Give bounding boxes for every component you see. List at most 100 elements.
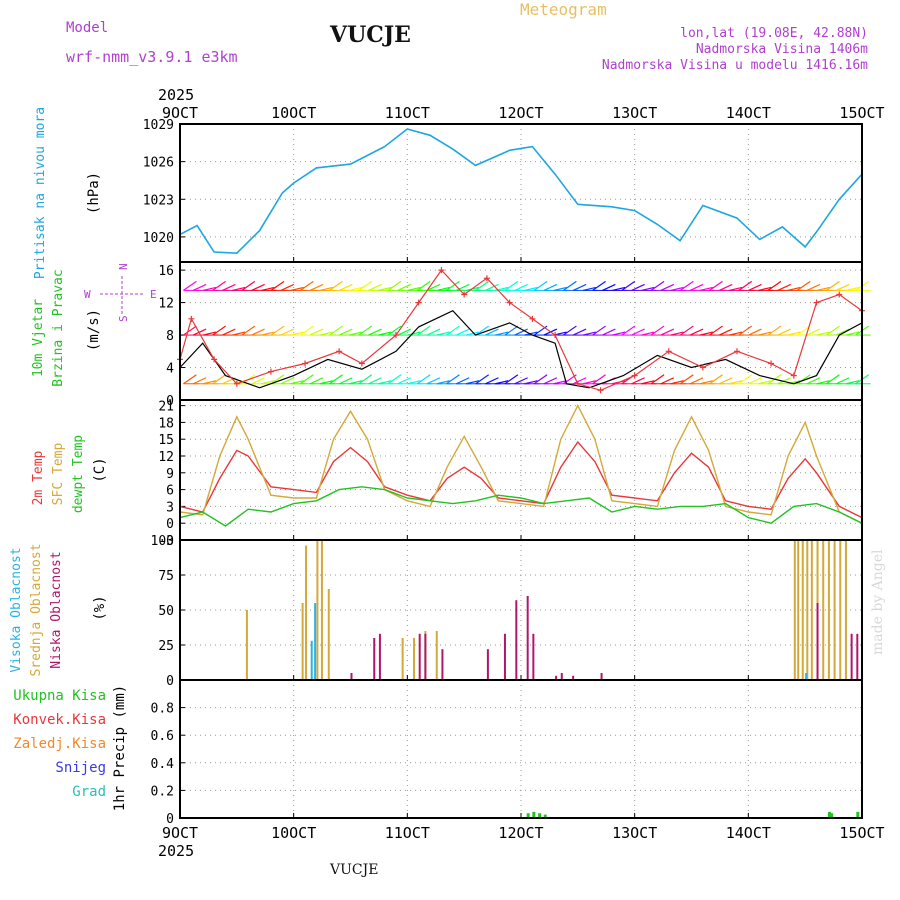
wind-barb xyxy=(309,377,324,385)
wind-gust-marker xyxy=(836,291,843,298)
wind-barb xyxy=(572,377,587,385)
wind-barb xyxy=(592,325,606,336)
wind-barb xyxy=(796,325,811,336)
cloud-axis-unit: (%) xyxy=(92,595,108,620)
wind-barb xyxy=(777,328,791,336)
y-tick-label: 21 xyxy=(158,400,174,415)
wind-barb xyxy=(806,283,821,291)
cloud-mid-bar xyxy=(401,638,404,680)
temp-axis-sfc: SFC Temp xyxy=(51,443,66,506)
wind-barb xyxy=(192,328,207,336)
wind-barb xyxy=(504,280,519,291)
y-tick-label: 9 xyxy=(166,467,174,482)
wind-barb xyxy=(280,377,295,385)
wind-barb xyxy=(387,325,402,336)
cloud-mid-bar xyxy=(435,631,438,680)
y-tick-label: 1029 xyxy=(143,118,174,133)
y-tick-label: 50 xyxy=(158,604,174,619)
wind-barb xyxy=(212,280,226,291)
y-tick-label: 18 xyxy=(158,416,174,431)
x-tick-label-bottom: 10OCT xyxy=(271,824,316,842)
wind-barb xyxy=(709,374,723,385)
wind-barb xyxy=(679,374,694,385)
wind-gust-marker xyxy=(597,387,604,394)
y-tick-label: -3 xyxy=(158,534,174,549)
wind-barb xyxy=(222,328,236,336)
wind-barb xyxy=(514,283,528,291)
wind-barb xyxy=(475,325,490,336)
wind-barb xyxy=(368,377,382,385)
wind-barb xyxy=(679,325,694,336)
precip-axis-unit: 1hr Precip (mm) xyxy=(112,685,128,811)
wind-barb xyxy=(719,328,733,336)
wind-barb xyxy=(416,374,431,385)
wind-barb xyxy=(533,374,548,385)
wind-barb xyxy=(631,328,645,336)
wind-legend-e: E xyxy=(150,288,157,301)
x-tick-label-top: 10OCT xyxy=(271,104,316,122)
wind-legend-n: N xyxy=(117,263,130,270)
temp-sfc-line xyxy=(179,404,863,524)
wind-legend-w: W xyxy=(84,288,91,301)
y-tick-label: 0.4 xyxy=(151,757,175,772)
wind-barb xyxy=(738,280,753,291)
temp-2m-line xyxy=(179,440,863,519)
cloud-mid-bar xyxy=(822,540,825,680)
wind-barb xyxy=(183,325,197,336)
x-year-top: 2025 xyxy=(158,86,194,104)
wind-barb xyxy=(251,283,265,291)
wind-axis-name-2: Brzina i Pravac xyxy=(51,269,66,386)
cloud-low-bar xyxy=(526,596,529,680)
precip-legend-item: Grad xyxy=(72,784,106,800)
cloud-low-bar xyxy=(560,673,563,680)
wind-barb xyxy=(533,280,548,291)
cloud-mid-bar xyxy=(801,540,804,680)
wind-barb xyxy=(358,325,373,336)
wind-gust-marker xyxy=(552,332,559,339)
wind-barb xyxy=(826,280,840,291)
wind-barb xyxy=(397,377,412,385)
precip-total-bar xyxy=(538,813,542,818)
wind-barb xyxy=(475,374,490,385)
cloud-high-bar xyxy=(805,673,808,680)
temp-axis-unit: (C) xyxy=(92,457,108,482)
wind-barb xyxy=(796,280,811,291)
cloud-mid-bar xyxy=(806,540,809,680)
wind-gust-marker xyxy=(699,364,706,371)
wind-barb xyxy=(426,377,441,385)
wind-barb xyxy=(299,280,314,291)
cloud-low-bar xyxy=(503,633,506,680)
wind-gust-marker xyxy=(336,348,343,355)
wind-barb xyxy=(738,374,753,385)
y-tick-label: 12 xyxy=(158,450,174,465)
wind-gust-marker xyxy=(392,332,399,339)
wind-barb xyxy=(485,377,499,385)
wind-barb xyxy=(329,374,343,385)
wind-barb xyxy=(270,374,285,385)
wind-gust-marker xyxy=(358,360,365,367)
cloud-low-bar xyxy=(856,633,859,680)
cloud-mid-bar xyxy=(301,603,304,680)
x-tick-label-bottom: 13OCT xyxy=(612,824,657,842)
wind-barb xyxy=(738,325,753,336)
cloud-mid-bar xyxy=(245,610,248,680)
wind-barb xyxy=(748,283,762,291)
x-tick-label-top: 12OCT xyxy=(498,104,543,122)
wind-barb xyxy=(309,283,324,291)
wind-gust-marker xyxy=(733,348,740,355)
wind-barb xyxy=(475,280,490,291)
wind-barb xyxy=(650,374,665,385)
wind-speed-line xyxy=(179,309,863,389)
wind-gust-marker xyxy=(211,356,218,363)
wind-barb xyxy=(270,325,285,336)
wind-barb xyxy=(212,325,226,336)
wind-gust-marker xyxy=(574,380,581,387)
pressure-axis-name: Pritisak na nivou mora xyxy=(33,107,48,279)
wind-barb xyxy=(309,328,324,336)
cloud-high-bar xyxy=(314,603,317,680)
wind-barb xyxy=(650,280,665,291)
model-name: wrf-nmm_v3.9.1 e3km xyxy=(66,48,238,66)
y-tick-label: 25 xyxy=(158,639,174,654)
wind-gust-marker xyxy=(529,315,536,322)
wind-axis-unit: (m/s) xyxy=(86,309,102,351)
